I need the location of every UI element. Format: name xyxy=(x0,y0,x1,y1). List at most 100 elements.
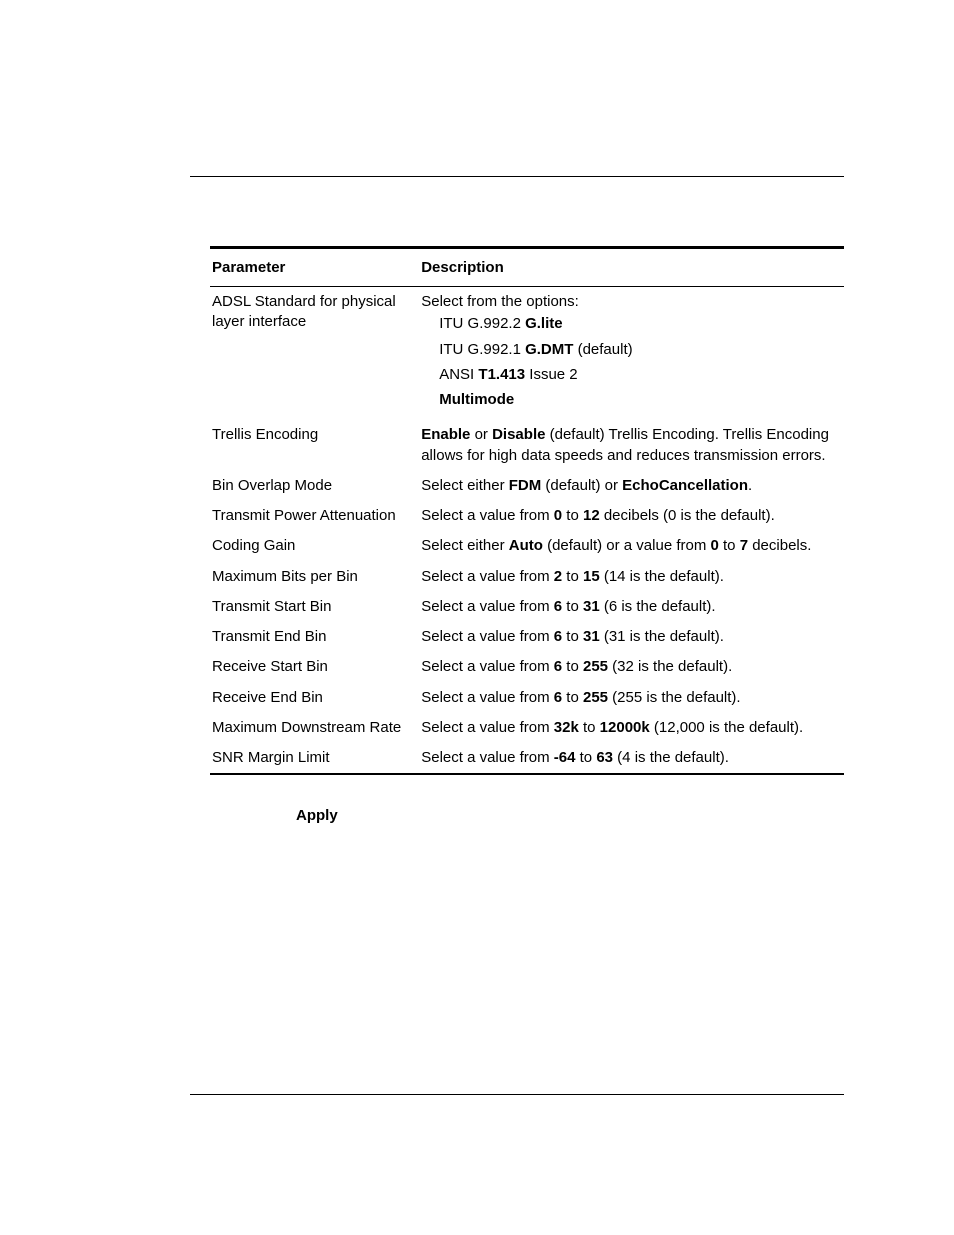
text: to xyxy=(579,719,600,736)
text: Select a value from xyxy=(421,689,554,706)
opt-post: (default) xyxy=(573,341,632,358)
text: (default) or xyxy=(541,477,622,494)
text: or xyxy=(470,426,492,443)
desc-rx-start: Select a value from 6 to 255 (32 is the … xyxy=(419,652,844,682)
bold-value: 2 xyxy=(554,568,562,585)
desc-bin-overlap: Select either FDM (default) or EchoCance… xyxy=(419,471,844,501)
text: decibels (0 is the default). xyxy=(600,507,775,524)
bold-value: 31 xyxy=(583,598,600,615)
table-row: Trellis Encoding Enable or Disable (defa… xyxy=(210,420,844,471)
bold-value: 6 xyxy=(554,628,562,645)
param-tx-start: Transmit Start Bin xyxy=(210,592,419,622)
step-text: Apply xyxy=(210,807,844,824)
param-max-downstream: Maximum Downstream Rate xyxy=(210,713,419,743)
opt-pre: ITU G.992.1 xyxy=(439,341,525,358)
bold-value: Enable xyxy=(421,426,470,443)
opt-bold: Multimode xyxy=(439,391,514,408)
opt-pre: ANSI xyxy=(439,366,478,383)
opt-post: Issue 2 xyxy=(525,366,578,383)
desc-text: Select from the options: xyxy=(421,293,579,310)
text: to xyxy=(719,537,740,554)
list-item: Multimode xyxy=(439,390,838,410)
page: Parameter Description ADSL Standard for … xyxy=(0,0,954,1235)
text: (31 is the default). xyxy=(600,628,724,645)
text: Select a value from xyxy=(421,628,554,645)
param-adsl-standard: ADSL Standard for physical layer interfa… xyxy=(210,287,419,421)
text: to xyxy=(562,689,583,706)
param-tx-end: Transmit End Bin xyxy=(210,622,419,652)
text: (14 is the default). xyxy=(600,568,724,585)
bold-value: 12 xyxy=(583,507,600,524)
bold-value: 0 xyxy=(554,507,562,524)
param-tx-power: Transmit Power Attenuation xyxy=(210,501,419,531)
bold-value: 12000k xyxy=(600,719,650,736)
bold-value: 6 xyxy=(554,689,562,706)
text: Select either xyxy=(421,477,509,494)
header-description: Description xyxy=(419,248,844,287)
param-trellis: Trellis Encoding xyxy=(210,420,419,471)
bold-value: 0 xyxy=(711,537,719,554)
table-row: Receive Start Bin Select a value from 6 … xyxy=(210,652,844,682)
text: Select either xyxy=(421,537,509,554)
text: to xyxy=(562,507,583,524)
table-row: Transmit End Bin Select a value from 6 t… xyxy=(210,622,844,652)
list-item: ITU G.992.1 G.DMT (default) xyxy=(439,340,838,360)
param-max-bits: Maximum Bits per Bin xyxy=(210,562,419,592)
bold-value: Disable xyxy=(492,426,545,443)
table-row: Maximum Bits per Bin Select a value from… xyxy=(210,562,844,592)
param-rx-start: Receive Start Bin xyxy=(210,652,419,682)
bold-value: FDM xyxy=(509,477,542,494)
table-row: Bin Overlap Mode Select either FDM (defa… xyxy=(210,471,844,501)
bold-value: 31 xyxy=(583,628,600,645)
table-row: Transmit Power Attenuation Select a valu… xyxy=(210,501,844,531)
table-row: Receive End Bin Select a value from 6 to… xyxy=(210,683,844,713)
opt-bold: T1.413 xyxy=(478,366,525,383)
bold-value: 7 xyxy=(740,537,748,554)
desc-adsl-standard: Select from the options: ITU G.992.2 G.l… xyxy=(419,287,844,421)
text: (12,000 is the default). xyxy=(650,719,803,736)
param-rx-end: Receive End Bin xyxy=(210,683,419,713)
table-row: SNR Margin Limit Select a value from -64… xyxy=(210,743,844,774)
apply-label: Apply xyxy=(296,807,338,824)
table-row: ADSL Standard for physical layer interfa… xyxy=(210,287,844,421)
bold-value: 63 xyxy=(596,749,613,766)
bold-value: 15 xyxy=(583,568,600,585)
text: . xyxy=(748,477,752,494)
opt-bold: G.lite xyxy=(525,315,563,332)
param-coding-gain: Coding Gain xyxy=(210,531,419,561)
desc-rx-end: Select a value from 6 to 255 (255 is the… xyxy=(419,683,844,713)
table-header-row: Parameter Description xyxy=(210,248,844,287)
list-item: ITU G.992.2 G.lite xyxy=(439,314,838,334)
param-bin-overlap: Bin Overlap Mode xyxy=(210,471,419,501)
text: to xyxy=(562,568,583,585)
opt-bold: G.DMT xyxy=(525,341,573,358)
bold-value: 32k xyxy=(554,719,579,736)
text: (32 is the default). xyxy=(608,658,732,675)
param-snr: SNR Margin Limit xyxy=(210,743,419,774)
header-parameter: Parameter xyxy=(210,248,419,287)
list-item: ANSI T1.413 Issue 2 xyxy=(439,365,838,385)
desc-trellis: Enable or Disable (default) Trellis Enco… xyxy=(419,420,844,471)
bold-value: -64 xyxy=(554,749,576,766)
bold-value: EchoCancellation xyxy=(622,477,748,494)
text: (6 is the default). xyxy=(600,598,716,615)
text: to xyxy=(562,628,583,645)
text: decibels. xyxy=(748,537,811,554)
desc-coding-gain: Select either Auto (default) or a value … xyxy=(419,531,844,561)
bold-value: 6 xyxy=(554,598,562,615)
opt-pre: ITU G.992.2 xyxy=(439,315,525,332)
content: Parameter Description ADSL Standard for … xyxy=(210,246,844,824)
footer-rule xyxy=(190,1094,844,1095)
desc-tx-power: Select a value from 0 to 12 decibels (0 … xyxy=(419,501,844,531)
text: Select a value from xyxy=(421,658,554,675)
text: Select a value from xyxy=(421,749,554,766)
desc-max-downstream: Select a value from 32k to 12000k (12,00… xyxy=(419,713,844,743)
bold-value: 6 xyxy=(554,658,562,675)
desc-max-bits: Select a value from 2 to 15 (14 is the d… xyxy=(419,562,844,592)
desc-snr: Select a value from -64 to 63 (4 is the … xyxy=(419,743,844,774)
table-row: Coding Gain Select either Auto (default)… xyxy=(210,531,844,561)
text: Select a value from xyxy=(421,598,554,615)
bold-value: 255 xyxy=(583,658,608,675)
bold-value: Auto xyxy=(509,537,543,554)
text: to xyxy=(562,658,583,675)
